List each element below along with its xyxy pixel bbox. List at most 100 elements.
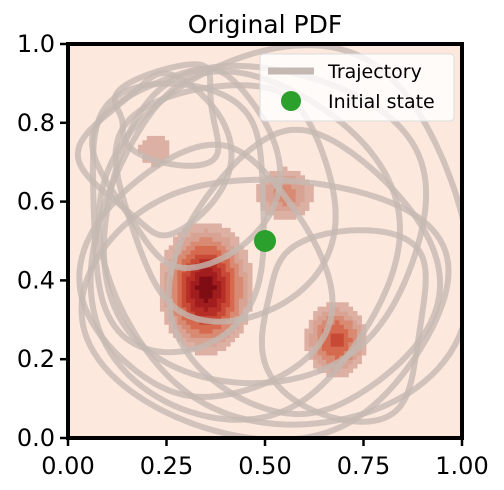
density-cell (339, 341, 345, 347)
density-cell (173, 315, 179, 321)
density-cell (221, 241, 227, 246)
density-cell (225, 293, 231, 299)
density-cell (212, 350, 218, 356)
density-cell (295, 188, 301, 194)
density-cell (326, 302, 332, 308)
density-cell (181, 328, 187, 334)
density-cell (330, 319, 336, 325)
density-cell (177, 328, 183, 334)
density-cell (221, 315, 227, 321)
density-cell (186, 280, 192, 286)
density-cell (199, 337, 205, 343)
density-cell (234, 332, 240, 338)
density-cell (304, 192, 310, 198)
density-cell (199, 311, 205, 317)
density-cell (286, 175, 292, 181)
density-cell (356, 324, 362, 330)
density-cell (278, 201, 284, 207)
density-cell (352, 315, 358, 321)
density-cell (221, 289, 227, 295)
density-cell (190, 249, 196, 255)
density-cell (194, 258, 200, 264)
density-cell (225, 337, 231, 343)
x-axis: 0.00 0.25 0.50 0.75 1.00 (41, 438, 489, 480)
density-cell (190, 324, 196, 330)
density-cell (203, 350, 209, 356)
density-cell (343, 332, 349, 338)
density-cell (164, 149, 170, 155)
density-cell (221, 262, 227, 268)
density-cell (243, 258, 249, 264)
density-cell (221, 302, 227, 308)
density-cell (177, 254, 183, 260)
density-cell (343, 341, 349, 347)
density-cell (208, 306, 214, 312)
density-cell (212, 289, 218, 295)
density-cell (286, 210, 292, 216)
density-cell (181, 297, 187, 303)
density-cell (243, 297, 249, 303)
chart-title: Original PDF (188, 10, 342, 39)
density-cell (304, 205, 310, 211)
density-cell (229, 267, 235, 273)
density-cell (194, 332, 200, 338)
density-cell (265, 205, 270, 211)
density-cell (199, 289, 205, 295)
density-cell (229, 262, 235, 268)
density-cell (186, 306, 192, 312)
density-cell (321, 324, 327, 330)
density-cell (330, 337, 336, 343)
density-cell (234, 262, 240, 268)
density-cell (216, 280, 222, 286)
density-cell (229, 254, 235, 260)
density-cell (142, 140, 148, 146)
density-cell (194, 280, 200, 286)
density-cell (159, 276, 165, 281)
density-cell (225, 302, 231, 308)
density-cell (282, 184, 288, 190)
density-cell (278, 214, 284, 220)
density-cell (194, 227, 200, 233)
density-cell (212, 346, 218, 352)
density-cell (343, 363, 349, 369)
density-cell (159, 280, 165, 286)
density-cell (238, 271, 244, 277)
density-cell (335, 311, 341, 317)
density-cell (186, 289, 192, 295)
density-cell (173, 280, 179, 286)
density-cell (300, 184, 305, 190)
density-cell (181, 258, 187, 264)
x-tick-label: 0.00 (41, 452, 94, 480)
density-cell (181, 289, 187, 295)
density-cell (335, 328, 341, 334)
density-cell (194, 245, 200, 251)
density-cell (194, 276, 200, 281)
density-cell (194, 302, 200, 308)
density-cell (265, 201, 270, 207)
density-cell (313, 324, 319, 330)
density-cell (177, 280, 183, 286)
x-tick-label: 1.00 (435, 452, 488, 480)
density-cell (173, 293, 179, 299)
density-cell (234, 293, 240, 299)
density-cell (247, 284, 253, 290)
density-cell (326, 306, 332, 312)
density-cell (286, 205, 292, 211)
density-cell (300, 175, 305, 181)
density-cell (348, 337, 354, 343)
density-cell (199, 284, 205, 290)
density-cell (229, 280, 235, 286)
density-cell (225, 315, 231, 321)
density-cell (356, 359, 362, 365)
density-cell (356, 328, 362, 334)
density-cell (247, 280, 253, 286)
density-cell (190, 293, 196, 299)
density-cell (304, 184, 310, 190)
density-cell (243, 254, 249, 260)
density-cell (216, 249, 222, 255)
density-cell (300, 197, 305, 203)
density-cell (208, 289, 214, 295)
density-cell (300, 201, 305, 207)
density-cell (203, 267, 209, 273)
density-cell (238, 284, 244, 290)
